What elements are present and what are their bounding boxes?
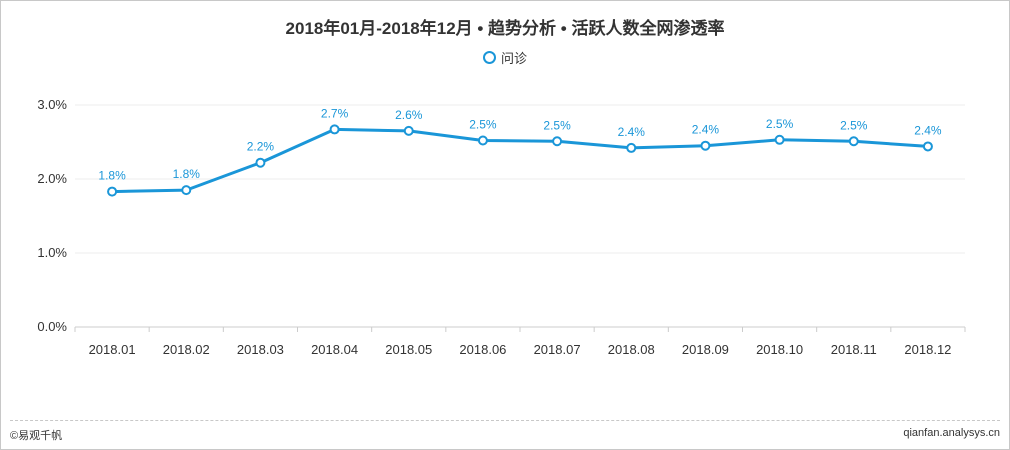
data-label: 2.4% bbox=[692, 123, 720, 137]
data-label: 1.8% bbox=[173, 167, 201, 181]
series-line bbox=[112, 127, 929, 194]
chart-title: 2018年01月-2018年12月 • 趋势分析 • 活跃人数全网渗透率 bbox=[285, 19, 725, 38]
y-tick-label: 0.0% bbox=[37, 319, 67, 334]
x-tick-label: 2018.01 bbox=[89, 342, 136, 357]
data-point bbox=[626, 142, 637, 153]
data-point bbox=[848, 136, 859, 147]
data-point bbox=[403, 125, 414, 136]
data-label: 2.6% bbox=[395, 108, 423, 122]
data-point bbox=[255, 157, 266, 168]
data-label: 2.5% bbox=[543, 118, 571, 132]
data-label: 2.5% bbox=[840, 118, 868, 132]
data-point bbox=[700, 140, 711, 151]
x-tick-label: 2018.09 bbox=[682, 342, 729, 357]
x-tick-label: 2018.12 bbox=[904, 342, 951, 357]
data-point bbox=[552, 136, 563, 147]
legend[interactable]: 问诊 bbox=[0, 48, 1010, 67]
data-label: 2.5% bbox=[469, 118, 497, 132]
x-tick-label: 2018.10 bbox=[756, 342, 803, 357]
legend-marker bbox=[482, 51, 496, 64]
data-point bbox=[181, 185, 192, 196]
x-tick-label: 2018.04 bbox=[311, 342, 358, 357]
y-tick-label: 2.0% bbox=[37, 171, 67, 186]
legend-label: 问诊 bbox=[500, 51, 527, 66]
data-point bbox=[477, 135, 488, 146]
data-label: 1.8% bbox=[98, 169, 126, 183]
y-tick-label: 1.0% bbox=[37, 245, 67, 260]
data-label: 2.5% bbox=[766, 117, 794, 131]
data-point bbox=[329, 124, 340, 135]
x-tick-label: 2018.05 bbox=[385, 342, 432, 357]
data-label: 2.4% bbox=[914, 123, 942, 137]
x-tick-label: 2018.11 bbox=[831, 342, 877, 357]
footer-divider bbox=[10, 420, 1000, 421]
x-tick-label: 2018.03 bbox=[237, 342, 284, 357]
data-label: 2.4% bbox=[618, 125, 646, 139]
data-label: 2.7% bbox=[321, 106, 349, 120]
data-point bbox=[107, 186, 118, 197]
x-tick-label: 2018.02 bbox=[163, 342, 210, 357]
x-tick-label: 2018.06 bbox=[459, 342, 506, 357]
x-tick-label: 2018.08 bbox=[608, 342, 655, 357]
copyright-text: ©易观千帆 bbox=[10, 430, 63, 442]
x-tick-label: 2018.07 bbox=[534, 342, 581, 357]
site-url: qianfan.analysys.cn bbox=[903, 427, 1000, 439]
data-point bbox=[922, 141, 933, 152]
y-tick-label: 3.0% bbox=[37, 97, 67, 112]
data-point bbox=[774, 134, 785, 145]
data-label: 2.2% bbox=[247, 140, 275, 154]
